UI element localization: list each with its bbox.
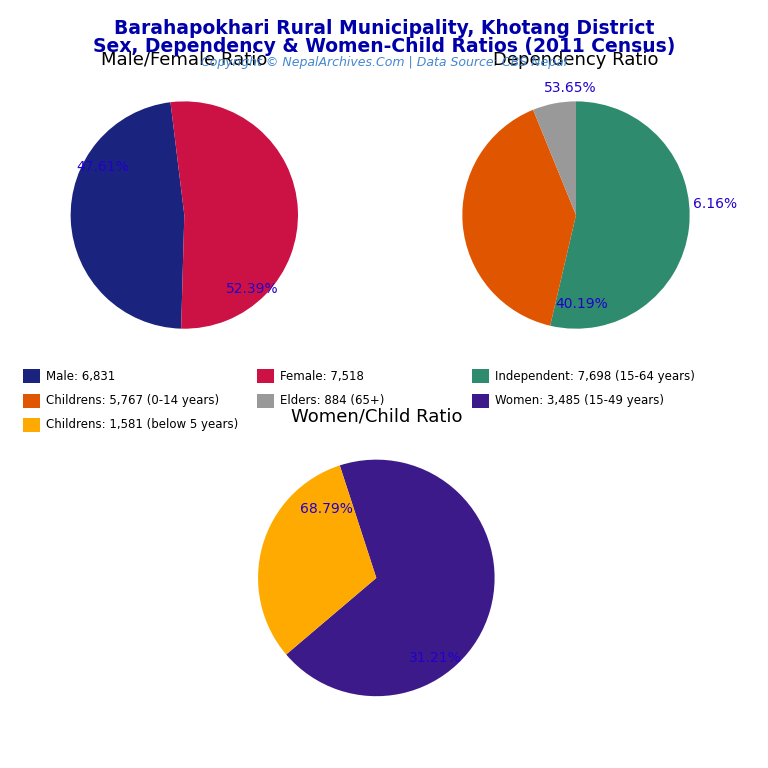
Wedge shape — [533, 101, 576, 215]
Text: Female: 7,518: Female: 7,518 — [280, 370, 364, 382]
Text: Male: 6,831: Male: 6,831 — [46, 370, 115, 382]
Text: 40.19%: 40.19% — [555, 296, 608, 311]
Text: 68.79%: 68.79% — [300, 502, 353, 516]
Wedge shape — [286, 460, 495, 696]
Text: Barahapokhari Rural Municipality, Khotang District: Barahapokhari Rural Municipality, Khotan… — [114, 19, 654, 38]
Wedge shape — [71, 102, 184, 329]
Title: Women/Child Ratio: Women/Child Ratio — [290, 408, 462, 425]
Wedge shape — [462, 110, 576, 326]
Title: Dependency Ratio: Dependency Ratio — [493, 51, 659, 68]
Text: Copyright © NepalArchives.Com | Data Source: CBS Nepal: Copyright © NepalArchives.Com | Data Sou… — [201, 56, 567, 69]
Text: 53.65%: 53.65% — [544, 81, 597, 94]
Text: Sex, Dependency & Women-Child Ratios (2011 Census): Sex, Dependency & Women-Child Ratios (20… — [93, 37, 675, 56]
Text: Childrens: 1,581 (below 5 years): Childrens: 1,581 (below 5 years) — [46, 419, 238, 431]
Wedge shape — [258, 465, 376, 654]
Text: 47.61%: 47.61% — [76, 161, 129, 174]
Title: Male/Female Ratio: Male/Female Ratio — [101, 51, 267, 68]
Text: Women: 3,485 (15-49 years): Women: 3,485 (15-49 years) — [495, 395, 664, 407]
Text: Independent: 7,698 (15-64 years): Independent: 7,698 (15-64 years) — [495, 370, 695, 382]
Wedge shape — [170, 101, 298, 329]
Text: 31.21%: 31.21% — [409, 651, 462, 665]
Text: 6.16%: 6.16% — [693, 197, 737, 210]
Text: Childrens: 5,767 (0-14 years): Childrens: 5,767 (0-14 years) — [46, 395, 219, 407]
Text: Elders: 884 (65+): Elders: 884 (65+) — [280, 395, 385, 407]
Wedge shape — [550, 101, 690, 329]
Text: 52.39%: 52.39% — [227, 282, 279, 296]
